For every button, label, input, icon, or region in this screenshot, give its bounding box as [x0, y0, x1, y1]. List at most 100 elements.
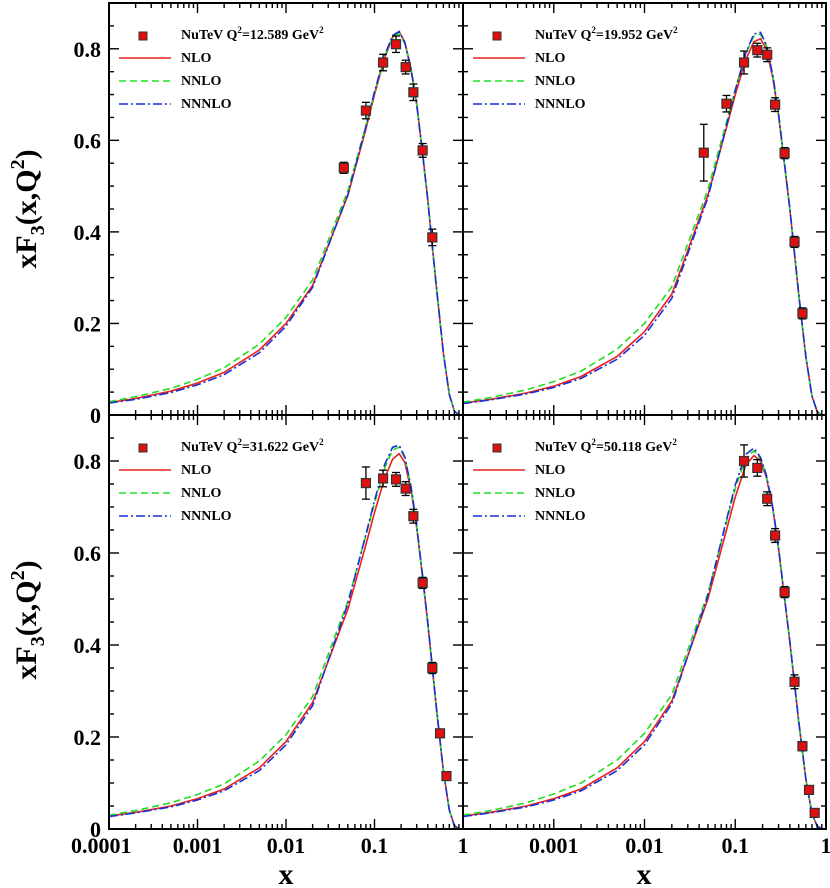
legend-label-nnlo: NNLO — [181, 486, 222, 501]
data-marker — [408, 87, 419, 98]
y-tick-label: 0.6 — [74, 128, 102, 153]
legend-label-nnlo: NNLO — [535, 74, 576, 89]
panels-layer: 0 0.2 0.4 0.6 0.8 NuTeV Q2=12.589 GeV2 NLO NNLO… — [71, 2, 830, 858]
data-point — [762, 47, 773, 63]
data-point — [779, 147, 790, 160]
data-point — [770, 97, 781, 113]
x-tick-label: 0.01 — [267, 833, 306, 858]
series-line-nlo — [463, 454, 823, 829]
legend-label-nnnlo: NNNLO — [535, 97, 586, 112]
curves — [109, 444, 460, 829]
x-tick-label: 1 — [821, 833, 830, 858]
data-marker — [360, 105, 372, 116]
legend-label-nlo: NLO — [181, 463, 211, 478]
data-marker — [789, 676, 800, 687]
y-tick-label: 0.4 — [74, 633, 102, 658]
data-marker — [797, 308, 808, 319]
legend: NuTeV Q2=50.118 GeV2 NLO NNLO NNNLO — [473, 437, 677, 524]
x-tick-label: 1 — [458, 833, 469, 858]
data-point — [417, 142, 428, 158]
legend-label-nnnlo: NNNLO — [181, 509, 232, 524]
data-point — [360, 466, 372, 500]
data-point — [360, 101, 372, 120]
x-tick-label: 0.0001 — [71, 833, 132, 858]
data-marker — [789, 236, 800, 248]
data-marker — [803, 784, 815, 796]
legend-marker-data — [492, 31, 502, 41]
y-tick-label: 0 — [90, 817, 101, 842]
series-line-nnlo — [463, 33, 823, 415]
data-point — [417, 576, 428, 590]
data-point — [721, 94, 732, 113]
series-line-nnnlo — [109, 30, 460, 415]
x-axis-title: x — [279, 858, 294, 888]
data-marker — [698, 147, 709, 158]
ticks — [462, 414, 826, 830]
data-marker — [441, 770, 452, 782]
legend-marker-data — [492, 443, 502, 453]
data-marker — [779, 586, 790, 598]
data-point — [738, 50, 750, 75]
data-marker — [400, 483, 411, 494]
legend-marker-data — [138, 31, 148, 41]
data-point — [400, 59, 411, 75]
data-marker — [417, 577, 428, 589]
plot-frame — [462, 2, 827, 416]
data-point — [408, 83, 419, 102]
legend: NuTeV Q2=31.622 GeV2 NLO NNLO NNNLO — [119, 437, 324, 524]
legend-label-nlo: NLO — [535, 51, 565, 66]
data-point — [762, 491, 773, 507]
data-point — [377, 469, 389, 488]
data-marker — [809, 807, 820, 819]
y-axis-title: xF3(x,Q2) — [7, 149, 49, 268]
series-line-nlo — [463, 37, 823, 415]
panel-bottom-left: 0 0.2 0.4 0.6 0.8 0.0001 0.001 0.01 0.1 1 NuTeV Q2… — [71, 414, 469, 858]
data-marker — [377, 57, 389, 68]
ticks — [108, 414, 463, 830]
data-point — [390, 471, 402, 487]
plot-frame — [462, 414, 827, 830]
data-marker — [752, 45, 763, 56]
series-line-nnnlo — [463, 31, 823, 415]
series-line-nnlo — [463, 450, 823, 829]
data-marker — [738, 57, 750, 68]
data-marker — [338, 162, 349, 173]
legend-label-data: NuTeV Q2=31.622 GeV2 — [181, 437, 324, 455]
y-tick-label: 0.8 — [74, 449, 102, 474]
ticks — [462, 2, 826, 416]
data-marker — [434, 728, 446, 739]
curves — [109, 30, 460, 415]
data-point — [752, 458, 763, 477]
data-points — [738, 444, 820, 819]
y-tick-label: 0.8 — [74, 37, 102, 62]
data-point — [338, 161, 349, 174]
y-tick-label: 0.6 — [74, 541, 102, 566]
y-tick-label: 0.2 — [74, 725, 102, 750]
series-line-nlo — [109, 31, 460, 415]
legend-marker-data — [138, 443, 148, 453]
series-line-nnlo — [109, 446, 460, 829]
series-line-nnnlo — [463, 447, 823, 829]
data-point — [797, 740, 808, 752]
data-point — [400, 481, 411, 497]
curves — [463, 31, 823, 415]
data-points — [360, 466, 452, 782]
y-axis-title: xF3(x,Q2) — [7, 560, 49, 679]
data-point — [738, 444, 750, 478]
y-tick-label: 0.4 — [74, 220, 102, 245]
data-marker — [400, 61, 411, 73]
y-tick-label: 0.2 — [74, 311, 102, 336]
plot-frame — [108, 414, 464, 830]
curves — [463, 447, 823, 829]
legend-label-data: NuTeV Q2=19.952 GeV2 — [535, 25, 678, 43]
data-point — [752, 42, 763, 58]
data-marker — [738, 455, 750, 467]
series-line-nlo — [109, 452, 460, 829]
legend-label-nnlo: NNLO — [181, 74, 222, 89]
data-marker — [770, 99, 781, 110]
data-marker — [390, 39, 402, 50]
data-marker — [721, 98, 732, 109]
data-marker — [427, 662, 438, 674]
data-marker — [752, 462, 763, 473]
